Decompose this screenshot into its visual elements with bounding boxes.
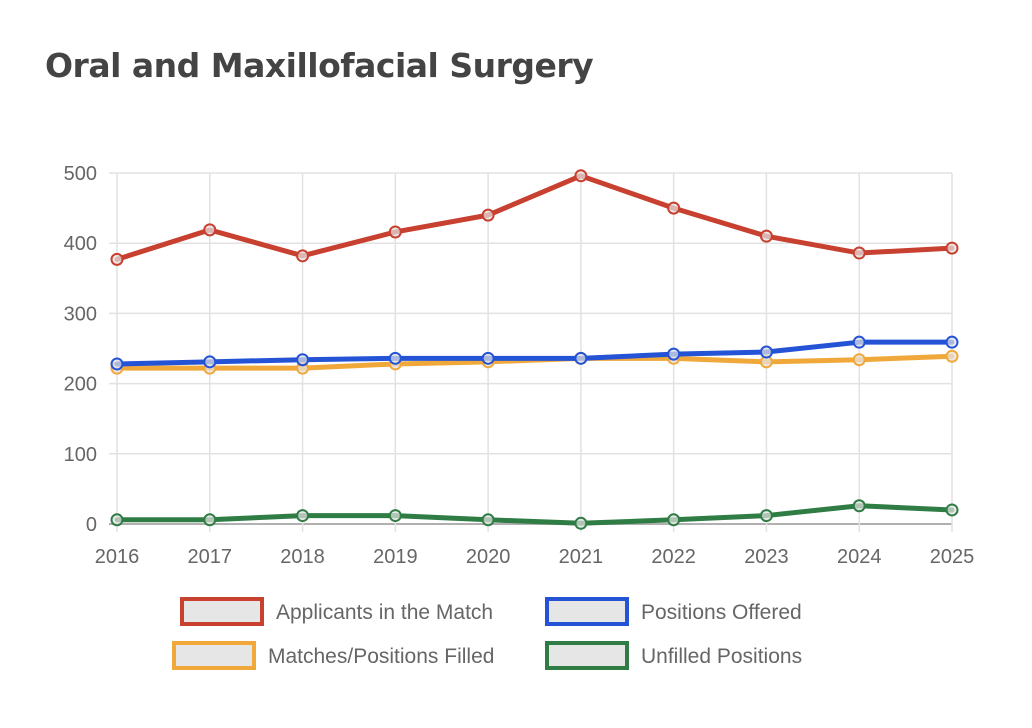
grid	[109, 172, 953, 532]
data-point[interactable]	[110, 513, 124, 527]
data-point[interactable]	[945, 335, 959, 349]
data-point[interactable]	[852, 246, 866, 260]
data-point[interactable]	[481, 351, 495, 365]
legend: Applicants in the Match Positions Offered…	[172, 597, 802, 670]
series-group	[110, 169, 959, 530]
x-axis: 2016 2017 2018 2019 2020 2021 2022 2023 2024 2025	[95, 546, 975, 568]
data-point[interactable]	[667, 347, 681, 361]
series-line	[114, 503, 955, 526]
data-point[interactable]	[945, 241, 959, 255]
data-point[interactable]	[296, 249, 310, 263]
legend-item[interactable]: Matches/Positions Filled	[172, 641, 494, 670]
data-point[interactable]	[203, 513, 217, 527]
y-tick-label: 300	[64, 303, 97, 325]
x-tick-label: 2016	[95, 546, 140, 568]
series-line	[114, 339, 955, 367]
x-tick-label: 2017	[188, 546, 233, 568]
y-tick-label: 100	[64, 444, 97, 466]
legend-label: Positions Offered	[641, 601, 802, 624]
data-point[interactable]	[759, 229, 773, 243]
data-point[interactable]	[574, 169, 588, 183]
series-positions-offered	[110, 335, 959, 371]
data-point[interactable]	[852, 335, 866, 349]
data-point[interactable]	[852, 353, 866, 367]
series-applicants-in-the-match	[110, 169, 959, 266]
legend-item[interactable]: Positions Offered	[545, 597, 802, 626]
data-point[interactable]	[388, 509, 402, 523]
x-tick-label: 2021	[559, 546, 604, 568]
x-tick-label: 2023	[744, 546, 789, 568]
data-point[interactable]	[945, 349, 959, 363]
legend-swatch	[172, 641, 256, 670]
y-tick-label: 500	[64, 163, 97, 185]
y-tick-label: 0	[86, 514, 97, 536]
data-point[interactable]	[203, 223, 217, 237]
y-axis: 0 100 200 300 400 500	[64, 163, 97, 536]
x-tick-label: 2019	[373, 546, 418, 568]
data-point[interactable]	[110, 357, 124, 371]
x-tick-label: 2025	[930, 546, 975, 568]
legend-label: Applicants in the Match	[276, 601, 493, 624]
legend-item[interactable]: Unfilled Positions	[545, 641, 802, 670]
x-tick-label: 2022	[651, 546, 696, 568]
legend-swatch	[545, 597, 629, 626]
data-point[interactable]	[759, 345, 773, 359]
series-unfilled-positions	[110, 499, 959, 530]
x-tick-label: 2018	[280, 546, 325, 568]
data-point[interactable]	[203, 355, 217, 369]
x-tick-label: 2024	[837, 546, 882, 568]
data-point[interactable]	[481, 513, 495, 527]
x-tick-label: 2020	[466, 546, 511, 568]
data-point[interactable]	[296, 353, 310, 367]
data-point[interactable]	[667, 201, 681, 215]
data-point[interactable]	[110, 252, 124, 266]
data-point[interactable]	[481, 208, 495, 222]
legend-label: Matches/Positions Filled	[268, 645, 494, 668]
data-point[interactable]	[667, 513, 681, 527]
legend-label: Unfilled Positions	[641, 645, 802, 668]
series-line	[114, 173, 955, 262]
data-point[interactable]	[388, 351, 402, 365]
chart-title: Oral and Maxillofacial Surgery	[45, 46, 594, 85]
legend-item[interactable]: Applicants in the Match	[180, 597, 493, 626]
legend-swatch	[545, 641, 629, 670]
data-point[interactable]	[388, 225, 402, 239]
data-point[interactable]	[574, 351, 588, 365]
y-tick-label: 200	[64, 374, 97, 396]
data-point[interactable]	[296, 509, 310, 523]
data-point[interactable]	[852, 499, 866, 513]
data-point[interactable]	[759, 509, 773, 523]
data-point[interactable]	[945, 503, 959, 517]
y-tick-label: 400	[64, 233, 97, 255]
legend-swatch	[180, 597, 264, 626]
data-point[interactable]	[574, 516, 588, 530]
